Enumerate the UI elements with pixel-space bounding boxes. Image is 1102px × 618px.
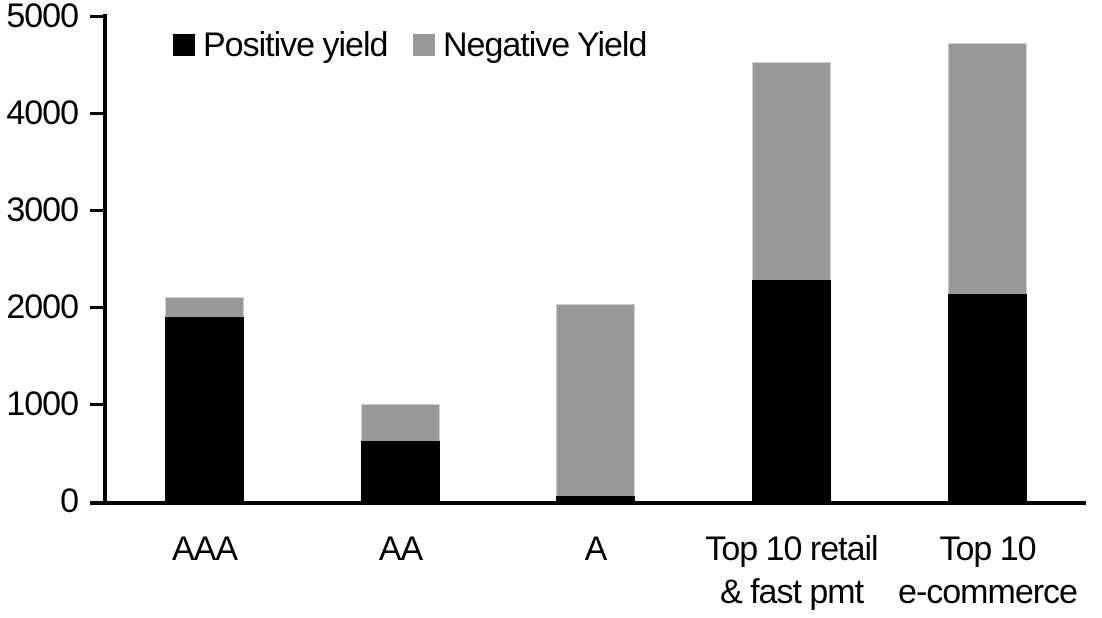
y-axis-line (103, 14, 107, 505)
y-tick-mark (90, 111, 104, 115)
bar-stack-a (556, 304, 635, 501)
bar-segment-positive-yield (556, 496, 635, 501)
bar-segment-negative-yield (556, 304, 635, 497)
y-tick-mark (90, 208, 104, 212)
x-axis-line (90, 501, 1086, 505)
x-category-label: A (584, 530, 608, 568)
bar-segment-negative-yield (361, 404, 440, 441)
plot-area (105, 16, 1086, 501)
bar-stack-aaa (165, 297, 244, 501)
y-tick-mark (90, 14, 104, 18)
y-tick-label: 3000 (6, 191, 79, 229)
negative-yield-swatch-icon (413, 34, 435, 56)
x-category-label: Top 10 retail & fast pmt (705, 530, 878, 611)
legend-label: Positive yield (203, 26, 388, 64)
bar-segment-negative-yield (165, 297, 244, 317)
y-tick-label: 5000 (6, 0, 79, 35)
y-tick-label: 0 (60, 482, 79, 520)
x-category-label: AAA (171, 530, 238, 568)
x-category-label: Top 10 e-commerce (898, 530, 1078, 611)
bar-segment-positive-yield (361, 440, 440, 501)
x-category-label: AA (378, 530, 423, 568)
bar-segment-negative-yield (752, 61, 831, 280)
bar-stack-top-10-e-commerce (948, 43, 1027, 501)
legend-item-negative-yield: Negative Yield (413, 26, 647, 64)
bar-stack-aa (361, 404, 440, 501)
positive-yield-swatch-icon (173, 34, 195, 56)
y-tick-label: 1000 (6, 385, 79, 423)
y-tick-label: 4000 (6, 94, 79, 132)
bar-segment-positive-yield (752, 279, 831, 501)
y-tick-mark (90, 402, 104, 406)
bar-segment-positive-yield (165, 316, 244, 501)
bar-segment-negative-yield (948, 43, 1027, 295)
y-tick-mark (90, 305, 104, 309)
legend-item-positive-yield: Positive yield (173, 26, 388, 64)
x-axis-category-labels: AAA AA A Top 10 retail & fast pmt Top 10 e-c… (0, 528, 1102, 618)
bar-stack-top-10-retail-fast-pmt (752, 61, 831, 501)
legend: Positive yield Negative Yield (0, 0, 1102, 70)
y-tick-label: 2000 (6, 288, 79, 326)
bar-segment-positive-yield (948, 294, 1027, 501)
legend-label: Negative Yield (443, 26, 647, 64)
